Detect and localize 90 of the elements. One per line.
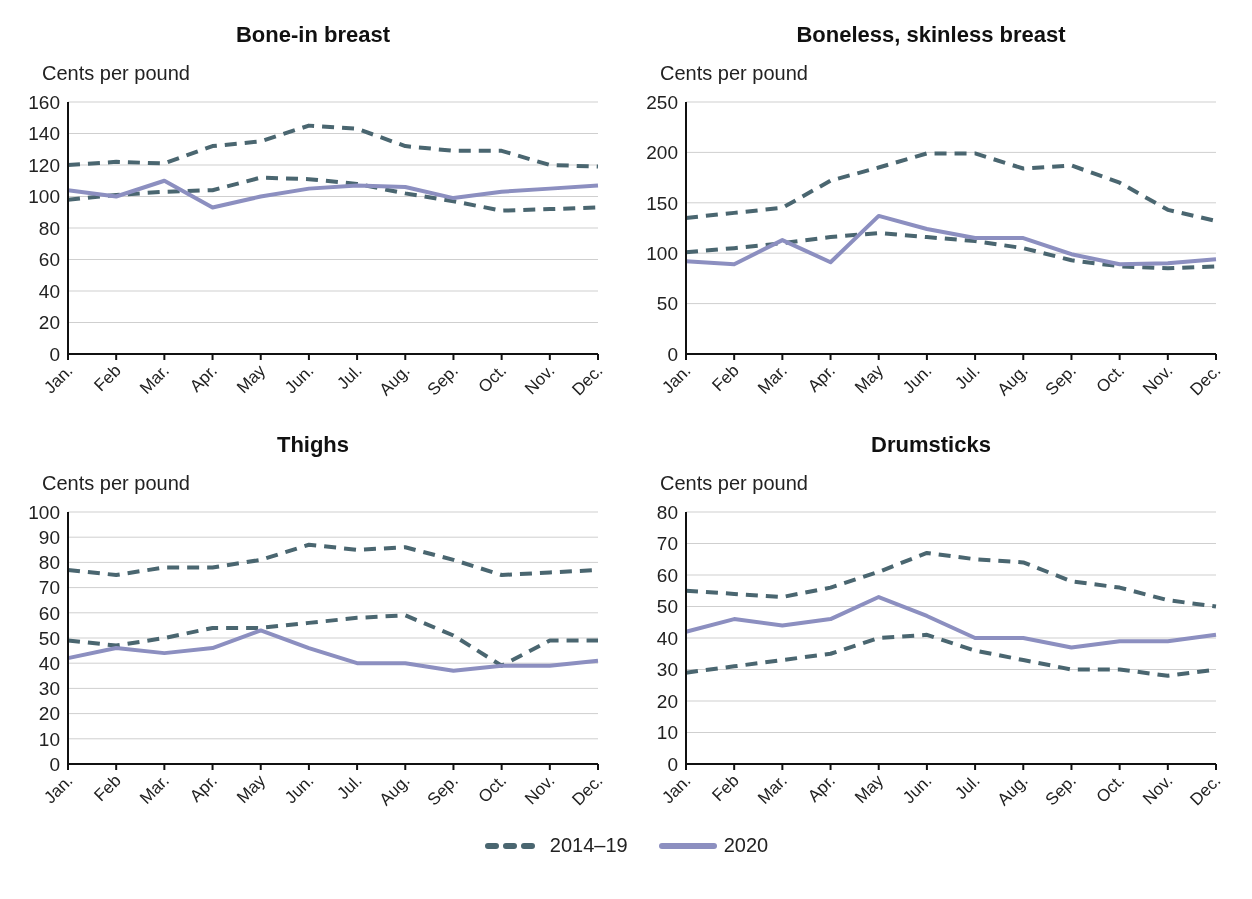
x-tick-label: May — [233, 360, 270, 398]
y-tick-label: 80 — [38, 217, 60, 239]
x-tick-label: Feb — [708, 361, 743, 396]
x-tick-label: Sep. — [1041, 771, 1080, 810]
y-tick-label: 30 — [656, 659, 678, 681]
x-tick-label: Mar. — [136, 361, 173, 398]
x-tick-label: Mar. — [754, 771, 791, 808]
x-tick-label: Aug. — [375, 361, 414, 400]
x-tick-label: Feb — [708, 771, 743, 806]
x-tick-label: Nov. — [521, 771, 559, 809]
y-tick-label: 70 — [38, 577, 60, 599]
x-tick-label: Nov. — [1139, 771, 1177, 809]
y-tick-label: 60 — [38, 602, 60, 624]
y-axis-title: Cents per pound — [660, 62, 809, 86]
y-tick-label: 40 — [38, 652, 60, 674]
x-tick-label: Feb — [90, 361, 125, 396]
x-tick-label: Oct. — [474, 771, 511, 807]
y-tick-label: 160 — [28, 91, 60, 113]
x-tick-label: Aug. — [993, 771, 1032, 810]
y-tick-label: 20 — [656, 690, 678, 712]
chart-title: Boneless, skinless breast — [795, 22, 1067, 48]
x-tick-label: Nov. — [521, 361, 559, 399]
x-tick-label: Oct. — [1092, 771, 1129, 807]
y-tick-label: 60 — [656, 564, 678, 586]
x-tick-label: Jun. — [281, 771, 318, 808]
x-tick-label: May — [851, 360, 888, 398]
y-tick-label: 40 — [656, 627, 678, 649]
line-series — [684, 595, 1218, 650]
x-tick-label: Jun. — [281, 361, 318, 398]
x-tick-label: Jul. — [333, 361, 366, 394]
y-tick-label: 140 — [28, 123, 60, 145]
x-tick-label: Dec. — [568, 771, 607, 810]
y-tick-label: 100 — [646, 242, 678, 264]
x-tick-label: Aug. — [993, 361, 1032, 400]
x-tick-label: Apr. — [804, 361, 840, 396]
x-tick-label: Dec. — [1186, 361, 1225, 400]
y-tick-label: 20 — [38, 703, 60, 725]
y-tick-label: 40 — [38, 280, 60, 302]
y-tick-label: 70 — [656, 533, 678, 555]
chart-title: Bone-in breast — [235, 22, 391, 48]
y-tick-label: 10 — [38, 728, 60, 750]
line-series — [684, 550, 1218, 609]
x-tick-label: May — [233, 770, 270, 808]
y-tick-label: 10 — [656, 722, 678, 744]
x-tick-label: Jun. — [899, 361, 936, 398]
x-tick-label: Feb — [90, 771, 125, 806]
chart-title: Thighs — [275, 432, 351, 458]
x-tick-label: Oct. — [1092, 361, 1129, 397]
y-tick-label: 50 — [656, 293, 678, 315]
y-tick-label: 50 — [38, 627, 60, 649]
x-tick-label: Sep. — [423, 771, 462, 810]
line-series — [684, 213, 1218, 267]
y-tick-label: 90 — [38, 526, 60, 548]
y-tick-label: 80 — [38, 552, 60, 574]
y-tick-label: 250 — [646, 91, 678, 113]
y-tick-label: 50 — [656, 596, 678, 618]
legend-label: 2014–19 — [549, 834, 628, 857]
line-series — [66, 123, 600, 169]
y-tick-label: 150 — [646, 192, 678, 214]
x-tick-label: Apr. — [186, 361, 222, 396]
x-tick-label: Jun. — [899, 771, 936, 808]
y-tick-label: 100 — [28, 501, 60, 523]
x-tick-label: Apr. — [186, 771, 222, 806]
x-tick-label: Mar. — [754, 361, 791, 398]
x-tick-label: Jul. — [951, 771, 984, 804]
line-series — [66, 628, 600, 673]
y-tick-label: 30 — [38, 678, 60, 700]
x-tick-label: Apr. — [804, 771, 840, 806]
x-tick-label: Dec. — [1186, 771, 1225, 810]
y-tick-label: 120 — [28, 154, 60, 176]
x-tick-label: Mar. — [136, 771, 173, 808]
x-tick-label: Jul. — [333, 771, 366, 804]
x-tick-label: Dec. — [568, 361, 607, 400]
y-tick-label: 100 — [28, 186, 60, 208]
chart-title: Drumsticks — [870, 432, 992, 458]
y-tick-label: 80 — [656, 501, 678, 523]
y-axis-title: Cents per pound — [42, 472, 191, 496]
x-tick-label: Jul. — [951, 361, 984, 394]
x-tick-label: May — [851, 770, 888, 808]
y-tick-label: 20 — [38, 312, 60, 334]
y-tick-label: 200 — [646, 142, 678, 164]
x-tick-label: Nov. — [1139, 361, 1177, 399]
y-tick-label: 60 — [38, 249, 60, 271]
legend-label: 2020 — [723, 834, 769, 857]
x-tick-label: Sep. — [423, 361, 462, 400]
x-tick-label: Oct. — [474, 361, 511, 397]
y-axis-title: Cents per pound — [42, 62, 191, 86]
y-axis-title: Cents per pound — [660, 472, 809, 496]
x-tick-label: Sep. — [1041, 361, 1080, 400]
x-tick-label: Aug. — [375, 771, 414, 810]
